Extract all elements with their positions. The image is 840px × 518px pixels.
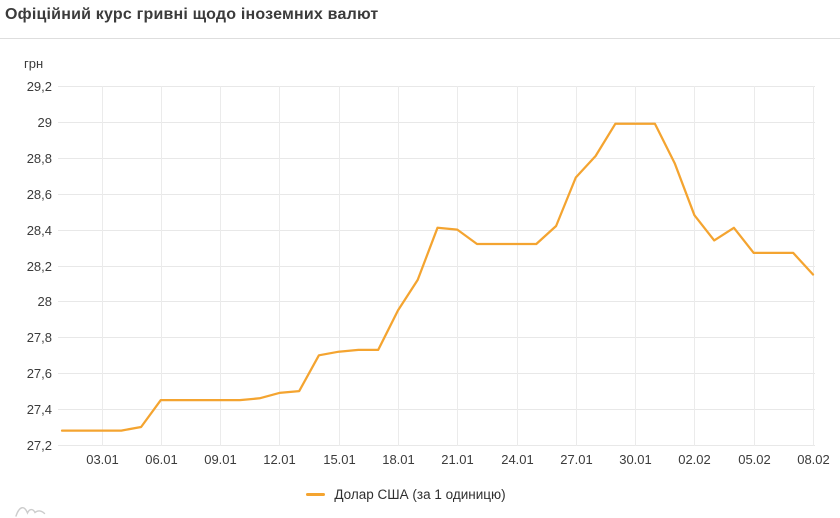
page-title: Офіційний курс гривні щодо іноземних вал… <box>5 6 379 23</box>
header-divider <box>0 38 840 39</box>
y-tick-label: 28,2 <box>27 259 52 274</box>
y-tick-label: 27,4 <box>27 402 52 417</box>
y-tick-label: 28,6 <box>27 187 52 202</box>
chart-legend: Долар США (за 1 одиницю) <box>0 485 812 503</box>
x-tick-label: 02.02 <box>678 452 711 467</box>
y-tick-label: 28,4 <box>27 223 52 238</box>
y-tick-label: 27,2 <box>27 438 52 453</box>
y-tick-label: 28,8 <box>27 151 52 166</box>
x-tick-label: 03.01 <box>86 452 119 467</box>
x-tick-label: 09.01 <box>204 452 237 467</box>
y-axis-unit-label: грн <box>24 56 44 71</box>
x-tick-label: 05.02 <box>738 452 771 467</box>
series-line-usd <box>60 122 815 432</box>
x-tick-label: 08.02 <box>797 452 830 467</box>
y-tick-label: 27,8 <box>27 330 52 345</box>
y-tick-label: 29 <box>38 115 52 130</box>
y-tick-label: 27,6 <box>27 366 52 381</box>
legend-line-marker-icon <box>306 492 326 496</box>
x-tick-label: 24.01 <box>501 452 534 467</box>
x-tick-label: 18.01 <box>382 452 415 467</box>
y-tick-label: 29,2 <box>27 79 52 94</box>
legend-item-usd[interactable]: Долар США (за 1 одиницю) <box>306 486 506 502</box>
x-tick-label: 15.01 <box>323 452 356 467</box>
x-tick-label: 21.01 <box>441 452 474 467</box>
x-tick-label: 06.01 <box>145 452 178 467</box>
x-tick-label: 27.01 <box>560 452 593 467</box>
x-tick-label: 30.01 <box>619 452 652 467</box>
amcharts-watermark-wave-icon[interactable] <box>15 502 51 518</box>
y-tick-label: 28 <box>38 294 52 309</box>
x-tick-label: 12.01 <box>263 452 296 467</box>
legend-label-usd: Долар США (за 1 одиницю) <box>334 486 506 502</box>
